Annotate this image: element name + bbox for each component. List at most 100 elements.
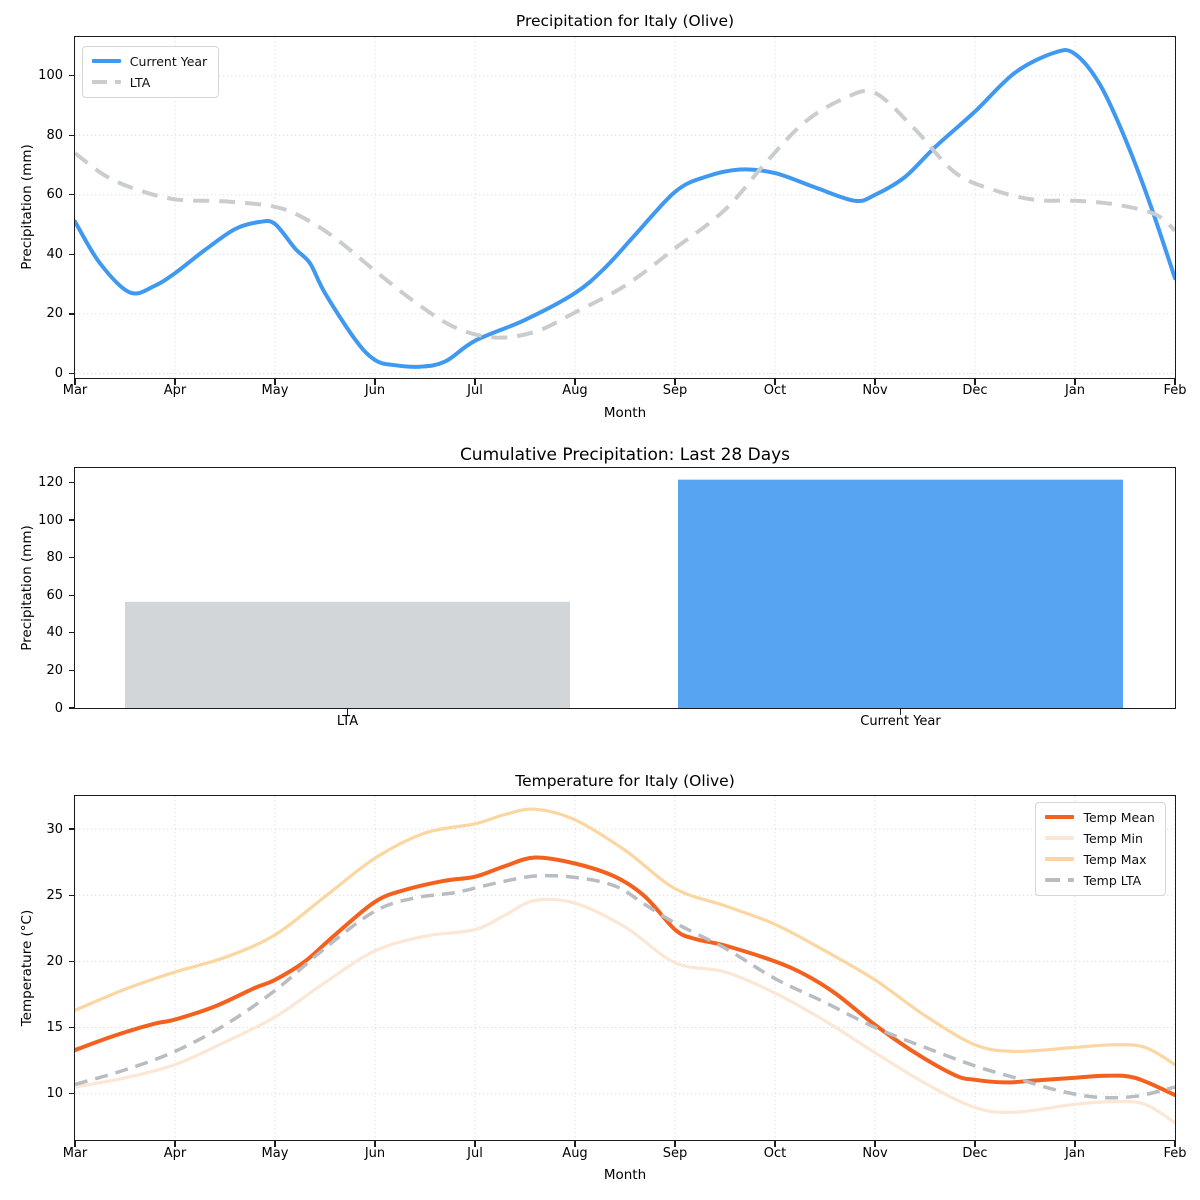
y-tick-label: 0 <box>54 700 63 716</box>
y-tick-label: 25 <box>46 887 63 903</box>
x-tick-mark <box>74 379 76 385</box>
y-tick-mark <box>68 594 74 596</box>
x-tick-mark <box>674 1141 676 1147</box>
x-tick-label: Jul <box>467 1146 483 1161</box>
x-tick-mark <box>974 379 976 385</box>
x-tick-label: Sep <box>662 1146 688 1161</box>
x-tick-mark <box>346 709 349 715</box>
lta-line <box>74 88 1175 340</box>
x-tick-mark <box>1174 379 1176 385</box>
x-tick-mark <box>674 379 676 385</box>
cumulative-chart-title: Cumulative Precipitation: Last 28 Days <box>459 445 791 465</box>
x-tick-label: LTA <box>336 714 359 729</box>
x-tick-label: Aug <box>562 1146 588 1161</box>
legend-item: Temp Max <box>1045 852 1154 867</box>
y-tick-mark <box>68 828 74 830</box>
x-tick-label: Aug <box>562 383 588 398</box>
x-tick-label: Sep <box>662 383 688 398</box>
temperature-plot-canvas <box>74 795 1175 1140</box>
legend-item: Temp Mean <box>1045 809 1155 825</box>
precipitation-legend: Current Year LTA <box>81 45 220 98</box>
x-tick-mark <box>374 379 376 385</box>
y-tick-mark <box>68 481 74 484</box>
current-year-line-swatch <box>91 59 121 64</box>
y-tick-label: 100 <box>38 512 63 528</box>
x-tick-mark <box>974 1141 976 1147</box>
x-tick-label: Mar <box>62 1146 88 1161</box>
y-tick-mark <box>68 632 74 634</box>
precipitation-x-axis-label: Month <box>603 405 647 421</box>
x-tick-label: Mar <box>62 383 88 398</box>
y-tick-label: 20 <box>46 662 63 678</box>
x-tick-label: Oct <box>763 383 787 398</box>
cumulative-plot-area <box>73 466 1176 709</box>
x-tick-label: Oct <box>763 1146 787 1161</box>
x-tick-mark <box>474 1141 476 1147</box>
x-tick-label: Apr <box>163 1146 187 1161</box>
x-tick-label: Jan <box>1064 383 1086 398</box>
y-tick-mark <box>68 894 74 896</box>
y-tick-label: 40 <box>46 625 63 641</box>
legend-label: Temp Min <box>1083 830 1143 846</box>
x-tick-label: Feb <box>1163 383 1187 398</box>
x-tick-label: Nov <box>862 1146 888 1161</box>
temperature-x-axis-label: Month <box>603 1167 647 1183</box>
x-tick-mark <box>874 379 876 385</box>
y-tick-label: 10 <box>46 1086 63 1102</box>
lta-bar <box>124 601 570 708</box>
x-tick-label: Current Year <box>860 714 941 729</box>
x-tick-mark <box>1074 379 1076 385</box>
temp-lta-line <box>74 873 1175 1100</box>
y-tick-label: 60 <box>46 587 63 603</box>
precipitation-chart-title: Precipitation for Italy (Olive) <box>515 12 735 30</box>
x-tick-mark <box>374 1141 376 1147</box>
x-tick-mark <box>274 1141 276 1147</box>
x-tick-mark <box>174 1141 176 1147</box>
temp-mean-line-swatch <box>1045 815 1075 820</box>
y-tick-mark <box>68 519 74 521</box>
legend-item: LTA <box>91 74 207 90</box>
x-tick-label: Jan <box>1064 1146 1086 1161</box>
x-tick-label: May <box>261 1146 289 1161</box>
current-year-bar <box>677 479 1123 708</box>
temp-max-line-swatch <box>1045 857 1075 862</box>
legend-label: LTA <box>129 74 151 90</box>
x-tick-label: Nov <box>862 383 888 398</box>
x-tick-mark <box>1174 1141 1176 1147</box>
x-tick-mark <box>874 1141 876 1147</box>
y-tick-mark <box>68 134 74 136</box>
temp-min-line-swatch <box>1045 836 1075 841</box>
x-tick-label: Apr <box>163 383 187 398</box>
y-tick-label: 120 <box>38 474 63 490</box>
legend-label: Temp Mean <box>1083 809 1155 825</box>
x-tick-mark <box>774 379 776 385</box>
precipitation-plot-canvas <box>74 36 1175 378</box>
y-tick-mark <box>68 707 74 709</box>
legend-item: Temp Min <box>1045 831 1154 846</box>
current-year-line <box>74 47 1175 369</box>
y-tick-label: 15 <box>46 1020 63 1036</box>
lta-line-swatch <box>91 80 121 85</box>
x-tick-label: Jun <box>364 1146 386 1161</box>
temp-mean-line <box>74 855 1175 1097</box>
legend-label: Current Year <box>129 53 208 69</box>
x-tick-mark <box>774 1141 776 1147</box>
temperature-legend: Temp Mean Temp Min Temp Max Temp LTA <box>1035 801 1166 896</box>
x-tick-label: Jul <box>467 383 483 398</box>
x-tick-mark <box>274 379 276 385</box>
y-tick-mark <box>68 253 74 255</box>
legend-item: Temp LTA <box>1045 873 1154 888</box>
y-tick-label: 60 <box>46 187 63 203</box>
y-tick-mark <box>68 75 74 77</box>
x-tick-mark <box>574 1141 576 1147</box>
x-tick-mark <box>1074 1141 1076 1147</box>
y-tick-label: 20 <box>46 306 63 322</box>
y-tick-mark <box>68 1026 74 1029</box>
y-tick-label: 20 <box>46 953 63 969</box>
x-tick-label: Dec <box>962 1146 988 1161</box>
x-tick-label: May <box>261 383 289 398</box>
x-tick-label: Jun <box>364 383 386 398</box>
x-tick-mark <box>174 379 176 385</box>
x-tick-mark <box>74 1141 76 1147</box>
y-tick-label: 80 <box>46 550 63 566</box>
